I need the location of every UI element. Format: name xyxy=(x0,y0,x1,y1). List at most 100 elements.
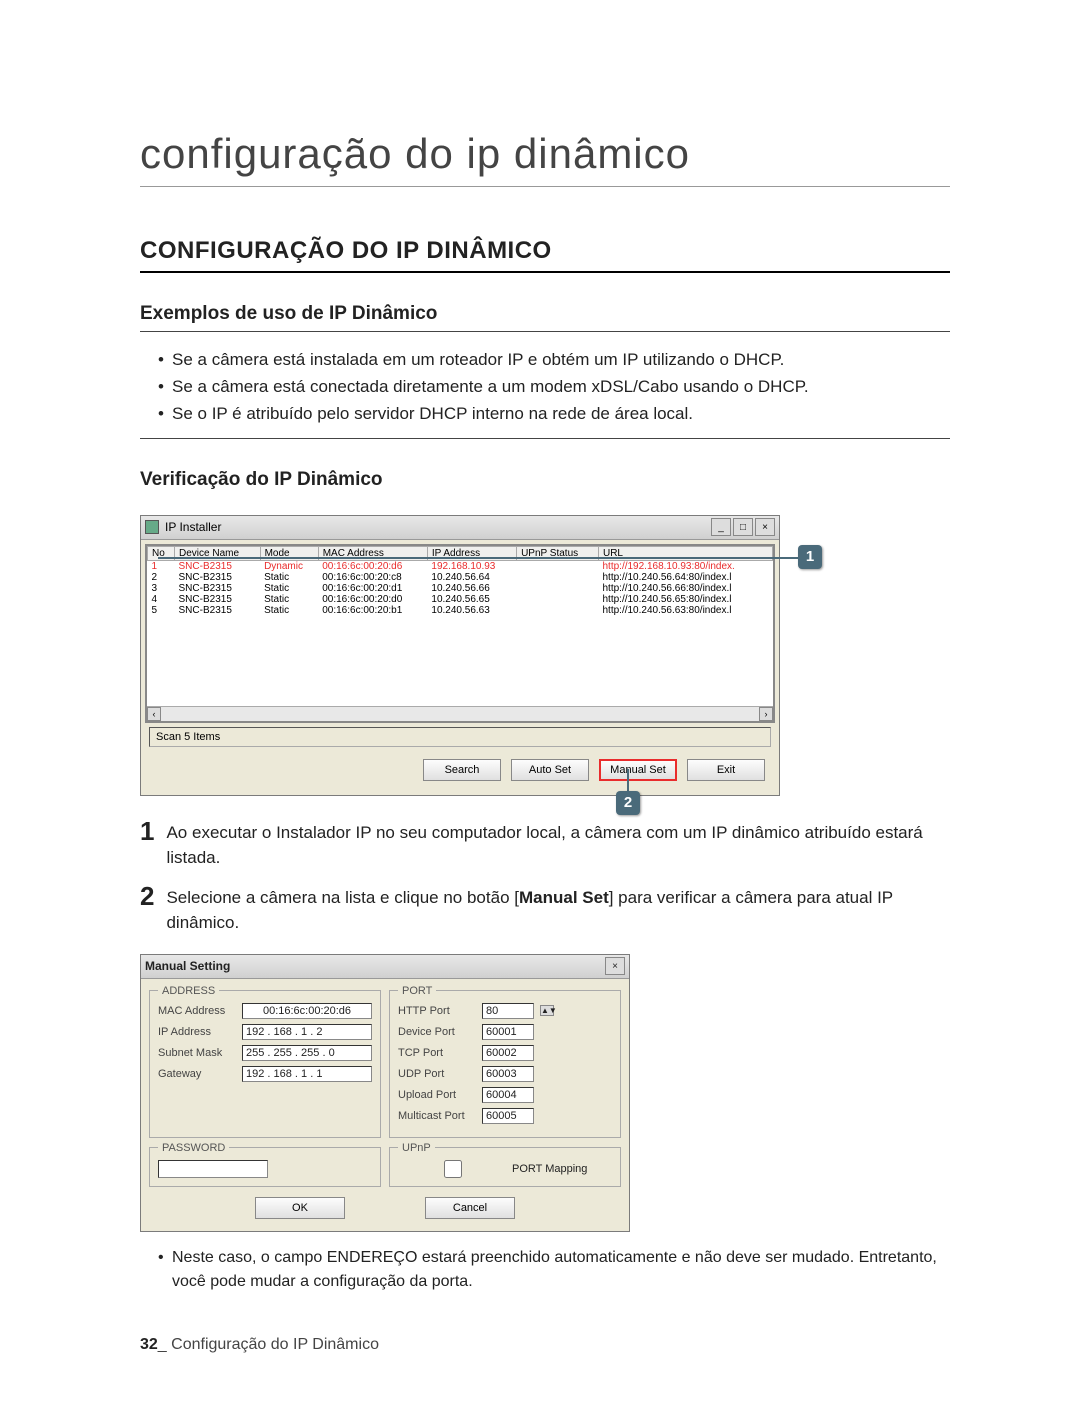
window-titlebar: IP Installer _ □ × xyxy=(141,516,779,540)
scroll-left-icon[interactable]: ‹ xyxy=(147,707,161,721)
maximize-button[interactable]: □ xyxy=(733,518,753,536)
table-cell: SNC-B2315 xyxy=(175,605,261,616)
table-cell: 00:16:6c:00:20:d6 xyxy=(318,560,427,572)
step-text: Selecione a câmera na lista e clique no … xyxy=(166,883,950,936)
ok-button[interactable]: OK xyxy=(255,1197,345,1219)
page-number: 32 xyxy=(140,1336,158,1353)
mac-label: MAC Address xyxy=(158,1005,236,1017)
table-cell: SNC-B2315 xyxy=(175,594,261,605)
table-cell xyxy=(517,560,599,572)
port-mapping-label: PORT Mapping xyxy=(512,1163,587,1175)
scroll-right-icon[interactable]: › xyxy=(759,707,773,721)
table-cell: SNC-B2315 xyxy=(175,583,261,594)
chapter-title: configuração do ip dinâmico xyxy=(140,130,950,187)
callout-2: 2 xyxy=(616,791,640,815)
port-legend: PORT xyxy=(398,985,436,997)
port-mapping-checkbox[interactable]: PORT Mapping xyxy=(398,1160,612,1178)
manual-setting-dialog: Manual Setting × ADDRESS MAC Address 00:… xyxy=(140,954,630,1232)
verify-heading: Verificação do IP Dinâmico xyxy=(140,469,950,497)
footnote-list: Neste caso, o campo ENDEREÇO estará pree… xyxy=(140,1246,950,1294)
port-mapping-input[interactable] xyxy=(398,1160,508,1178)
exit-button[interactable]: Exit xyxy=(687,759,765,781)
close-button[interactable]: × xyxy=(605,957,625,975)
subnet-input[interactable]: 255 . 255 . 255 . 0 xyxy=(242,1045,372,1061)
table-cell: 10.240.56.63 xyxy=(427,605,516,616)
step-text: Ao executar o Instalador IP no seu compu… xyxy=(166,818,950,871)
auto-set-button[interactable]: Auto Set xyxy=(511,759,589,781)
table-cell: Dynamic xyxy=(260,560,318,572)
table-cell: 192.168.10.93 xyxy=(427,560,516,572)
table-cell: Static xyxy=(260,572,318,583)
horizontal-scrollbar[interactable]: ‹ › xyxy=(147,706,773,721)
table-row[interactable]: 2SNC-B2315Static00:16:6c:00:20:c810.240.… xyxy=(148,572,773,583)
table-cell xyxy=(517,572,599,583)
ip-label: IP Address xyxy=(158,1026,236,1038)
rule-divider xyxy=(140,438,950,439)
gateway-input[interactable]: 192 . 168 . 1 . 1 xyxy=(242,1066,372,1082)
tcp-port-label: TCP Port xyxy=(398,1047,476,1059)
device-port-label: Device Port xyxy=(398,1026,476,1038)
multicast-port-label: Multicast Port xyxy=(398,1110,476,1122)
http-port-label: HTTP Port xyxy=(398,1005,476,1017)
mac-value: 00:16:6c:00:20:d6 xyxy=(242,1003,372,1019)
address-legend: ADDRESS xyxy=(158,985,219,997)
table-row[interactable]: 4SNC-B2315Static00:16:6c:00:20:d010.240.… xyxy=(148,594,773,605)
spinner-icon[interactable]: ▲▼ xyxy=(540,1005,554,1016)
examples-list: Se a câmera está instalada em um roteado… xyxy=(140,346,950,428)
example-item: Se o IP é atribuído pelo servidor DHCP i… xyxy=(158,400,950,427)
table-cell: 00:16:6c:00:20:d0 xyxy=(318,594,427,605)
table-cell: http://10.240.56.63:80/index.l xyxy=(598,605,772,616)
table-cell: 3 xyxy=(148,583,175,594)
table-cell: http://10.240.56.66:80/index.l xyxy=(598,583,772,594)
password-input[interactable] xyxy=(158,1160,268,1178)
manual-set-button[interactable]: Manual Set xyxy=(599,759,677,781)
ip-input[interactable]: 192 . 168 . 1 . 2 xyxy=(242,1024,372,1040)
table-cell: 00:16:6c:00:20:b1 xyxy=(318,605,427,616)
dialog-title: Manual Setting xyxy=(145,959,603,973)
table-cell: 10.240.56.66 xyxy=(427,583,516,594)
table-row[interactable]: 5SNC-B2315Static00:16:6c:00:20:b110.240.… xyxy=(148,605,773,616)
upload-port-input[interactable]: 60004 xyxy=(482,1087,534,1103)
app-icon xyxy=(145,520,159,534)
page-footer: 32_ Configuração do IP Dinâmico xyxy=(140,1336,379,1354)
manual-setting-figure: Manual Setting × ADDRESS MAC Address 00:… xyxy=(140,954,950,1232)
password-group: PASSWORD xyxy=(149,1142,381,1187)
table-cell: 4 xyxy=(148,594,175,605)
close-button[interactable]: × xyxy=(755,518,775,536)
udp-port-label: UDP Port xyxy=(398,1068,476,1080)
gateway-label: Gateway xyxy=(158,1068,236,1080)
step-1: 1 Ao executar o Instalador IP no seu com… xyxy=(140,818,950,871)
table-cell: 00:16:6c:00:20:c8 xyxy=(318,572,427,583)
table-cell: 10.240.56.64 xyxy=(427,572,516,583)
table-cell xyxy=(517,583,599,594)
upnp-group: UPnP PORT Mapping xyxy=(389,1142,621,1187)
device-port-input[interactable]: 60001 xyxy=(482,1024,534,1040)
callout-1: 1 xyxy=(798,545,822,569)
port-group: PORT HTTP Port 80 ▲▼ Device Port 60001 T… xyxy=(389,985,621,1138)
table-cell: 2 xyxy=(148,572,175,583)
footnote-item: Neste caso, o campo ENDEREÇO estará pree… xyxy=(158,1246,950,1294)
highlight-strike xyxy=(158,557,774,559)
table-cell: Static xyxy=(260,594,318,605)
table-cell: http://10.240.56.65:80/index.l xyxy=(598,594,772,605)
table-row[interactable]: 1SNC-B2315Dynamic00:16:6c:00:20:d6192.16… xyxy=(148,560,773,572)
multicast-port-input[interactable]: 60005 xyxy=(482,1108,534,1124)
callout-line xyxy=(774,557,798,559)
table-row[interactable]: 3SNC-B2315Static00:16:6c:00:20:d110.240.… xyxy=(148,583,773,594)
address-group: ADDRESS MAC Address 00:16:6c:00:20:d6 IP… xyxy=(149,985,381,1138)
table-cell: Static xyxy=(260,605,318,616)
step-number: 2 xyxy=(140,883,154,936)
tcp-port-input[interactable]: 60002 xyxy=(482,1045,534,1061)
dialog-titlebar: Manual Setting × xyxy=(141,955,629,979)
minimize-button[interactable]: _ xyxy=(711,518,731,536)
search-button[interactable]: Search xyxy=(423,759,501,781)
udp-port-input[interactable]: 60003 xyxy=(482,1066,534,1082)
http-port-input[interactable]: 80 xyxy=(482,1003,534,1019)
table-cell xyxy=(517,605,599,616)
table-cell: http://10.240.56.64:80/index.l xyxy=(598,572,772,583)
step-2: 2 Selecione a câmera na lista e clique n… xyxy=(140,883,950,936)
cancel-button[interactable]: Cancel xyxy=(425,1197,515,1219)
password-legend: PASSWORD xyxy=(158,1142,229,1154)
status-text: Scan 5 Items xyxy=(149,727,771,747)
example-item: Se a câmera está instalada em um roteado… xyxy=(158,346,950,373)
